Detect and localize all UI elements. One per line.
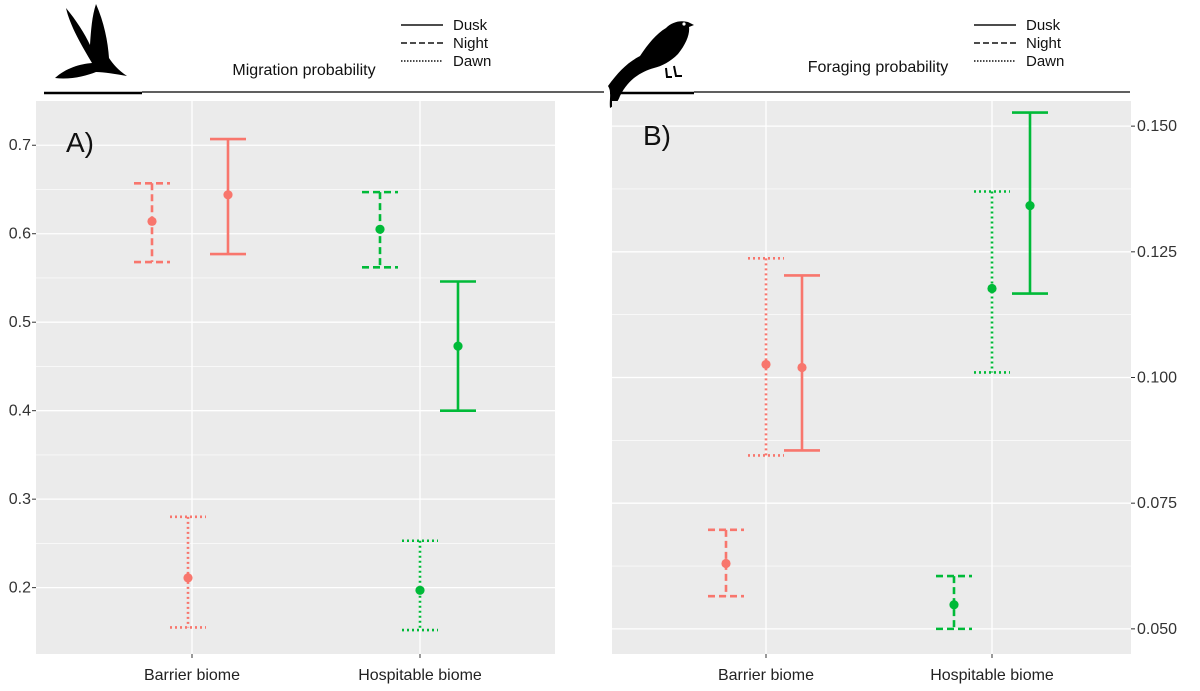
point-estimate: [987, 283, 997, 294]
y-tick-label: 0.050: [1137, 621, 1177, 638]
errorbar-barrier-biome-dawn: [170, 515, 206, 629]
point-estimate: [375, 224, 385, 234]
x-category-label: Barrier biome: [144, 667, 240, 684]
panel-b-gridlines: [612, 101, 1131, 654]
perched-bird-silhouette-icon: [608, 21, 694, 108]
panel-a-gridlines: [36, 101, 555, 654]
panel-a-background: [36, 101, 555, 654]
y-tick-label: 0.3: [9, 491, 31, 508]
legend-label-dawn: Dawn: [1026, 53, 1064, 70]
y-tick-label: 0.6: [9, 226, 31, 243]
panel-a-label: A): [66, 127, 94, 158]
errorbar-hospitable-biome-dawn: [402, 539, 438, 632]
x-category-label: Barrier biome: [718, 667, 814, 684]
panel-a-migration-probability: 0.2 0.3 0.4 0.5 0.6 0.7 Barrier biome Hospitab…: [9, 101, 555, 684]
errorbar-barrier-biome-dawn: [748, 257, 784, 457]
errorbar-barrier-biome-dusk: [784, 274, 820, 452]
x-category-label: Hospitable biome: [930, 667, 1054, 684]
y-tick-label: 0.7: [9, 137, 31, 154]
legend-label-dawn: Dawn: [453, 53, 491, 70]
panel-b-y-ticks: 0.050 0.075 0.100 0.125 0.150: [1131, 118, 1177, 638]
y-tick-label: 0.2: [9, 580, 31, 597]
errorbar-hospitable-biome-night: [936, 574, 972, 631]
panel-a-marks: [134, 137, 476, 632]
panel-a-y-ticks: 0.2 0.3 0.4 0.5 0.6 0.7: [9, 137, 36, 597]
panel-b-label: B): [643, 120, 671, 151]
header: Migration probability Foraging probabili…: [44, 4, 1130, 108]
point-estimate: [183, 573, 193, 583]
errorbar-barrier-biome-night: [134, 181, 170, 264]
panel-a-title: Migration probability: [232, 62, 375, 79]
point-estimate: [223, 190, 233, 200]
legend-label-night: Night: [453, 35, 489, 52]
panel-b-foraging-probability: 0.050 0.075 0.100 0.125 0.150 Barrier biome H…: [612, 101, 1177, 684]
panel-b-marks: [708, 111, 1048, 631]
panel-b-x-ticks: Barrier biome Hospitable biome: [718, 654, 1054, 684]
point-estimate: [147, 216, 157, 226]
errorbar-hospitable-biome-dawn: [974, 190, 1010, 374]
point-estimate: [721, 558, 731, 569]
y-tick-label: 0.075: [1137, 495, 1177, 512]
panel-b-title: Foraging probability: [808, 59, 949, 76]
errorbar-hospitable-biome-night: [362, 190, 398, 269]
point-estimate: [761, 359, 771, 370]
legend-label-night: Night: [1026, 35, 1062, 52]
legend-label-dusk: Dusk: [453, 17, 488, 34]
point-estimate: [415, 585, 425, 595]
y-tick-label: 0.100: [1137, 370, 1177, 387]
panel-a-x-ticks: Barrier biome Hospitable biome: [144, 654, 482, 684]
errorbar-barrier-biome-dusk: [210, 137, 246, 256]
y-tick-label: 0.125: [1137, 244, 1177, 261]
errorbar-barrier-biome-night: [708, 528, 744, 598]
errorbar-hospitable-biome-dusk: [1012, 111, 1048, 295]
errorbar-hospitable-biome-dusk: [440, 280, 476, 412]
point-estimate: [1025, 200, 1035, 211]
y-tick-label: 0.5: [9, 314, 31, 331]
bird-in-flight-silhouette-icon: [55, 4, 127, 79]
y-tick-label: 0.150: [1137, 118, 1177, 135]
point-estimate: [949, 600, 959, 610]
x-category-label: Hospitable biome: [358, 667, 482, 684]
y-tick-label: 0.4: [9, 403, 31, 420]
point-estimate: [453, 341, 463, 351]
legend-label-dusk: Dusk: [1026, 17, 1061, 34]
point-estimate: [797, 362, 807, 373]
